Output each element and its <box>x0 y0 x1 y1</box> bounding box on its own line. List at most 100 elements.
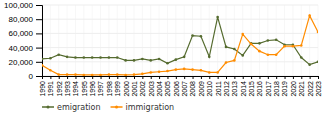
x-tick-label: 2009 <box>198 81 205 97</box>
point <box>83 74 86 76</box>
x-tick-label: 1998 <box>106 81 113 97</box>
point <box>49 69 52 72</box>
point <box>42 64 43 67</box>
x-tick-mark <box>184 76 185 79</box>
x-tick: 2001 <box>131 76 138 97</box>
legend: emigrationimmigration <box>42 103 174 112</box>
grid-line <box>117 5 118 76</box>
grid-line <box>142 5 143 76</box>
x-tick: 1991 <box>47 76 54 97</box>
grid-line <box>267 5 268 76</box>
grid-line <box>175 5 176 76</box>
point <box>74 56 77 59</box>
x-tick-mark <box>176 76 177 79</box>
point <box>267 53 270 56</box>
point <box>233 48 236 51</box>
x-tick-label: 2020 <box>290 81 297 97</box>
point <box>225 61 228 64</box>
y-tick-mark <box>36 33 42 34</box>
point <box>183 56 186 59</box>
grid-line <box>134 5 135 76</box>
point <box>183 68 186 71</box>
point <box>99 74 102 76</box>
x-tick: 2014 <box>240 76 247 97</box>
x-tick-label: 1994 <box>72 81 79 97</box>
grid-line <box>318 5 319 76</box>
point <box>99 56 102 59</box>
legend-swatch <box>42 106 54 108</box>
point <box>191 34 194 37</box>
point <box>308 14 311 17</box>
x-tick-mark <box>92 76 93 79</box>
y-tick-mark <box>36 48 42 49</box>
x-tick-mark <box>67 76 68 79</box>
x-tick-mark <box>59 76 60 79</box>
x-tick: 2011 <box>215 76 222 96</box>
point <box>258 42 261 45</box>
x-tick-label: 2004 <box>156 81 163 97</box>
x-tick-label: 2007 <box>181 81 188 97</box>
x-tick-label: 2012 <box>223 81 230 97</box>
point <box>66 73 69 76</box>
x-tick-mark <box>109 76 110 79</box>
x-tick-mark <box>226 76 227 79</box>
x-tick-mark <box>42 76 43 79</box>
grid-line <box>301 5 302 76</box>
point <box>216 16 219 19</box>
x-tick-label: 1997 <box>97 81 104 97</box>
x-tick-label: 2016 <box>256 81 263 97</box>
grid-line <box>92 5 93 76</box>
grid-line <box>217 5 218 76</box>
x-tick-label: 2006 <box>173 81 180 97</box>
plot: 020,00040,00060,00080,000100,00019901991… <box>4 1 322 97</box>
line <box>42 16 318 75</box>
y-tick-label: 60,000 <box>9 29 34 38</box>
x-tick-mark <box>209 76 210 79</box>
x-tick: 1997 <box>97 76 104 97</box>
x-tick: 2017 <box>265 76 272 97</box>
x-tick-mark <box>276 76 277 79</box>
marks <box>42 14 318 76</box>
x-tick-label: 1996 <box>89 81 96 97</box>
x-tick-mark <box>167 76 168 79</box>
grid-line <box>42 61 318 62</box>
x-tick-mark <box>142 76 143 79</box>
grid-line <box>108 5 109 76</box>
point <box>175 68 178 71</box>
x-tick-mark <box>193 76 194 79</box>
legend-marker <box>47 106 50 109</box>
x-tick: 1998 <box>106 76 113 97</box>
grid-line <box>42 33 318 34</box>
x-tick-label: 2013 <box>231 81 238 97</box>
x-tick-mark <box>318 76 319 79</box>
point <box>241 33 244 36</box>
x-tick-label: 1991 <box>47 81 54 97</box>
x-tick: 1993 <box>64 76 71 97</box>
point <box>124 74 127 76</box>
y-tick: 60,000 <box>9 29 42 38</box>
y-axis: 020,00040,00060,00080,000100,000 <box>4 1 42 81</box>
point <box>250 43 253 46</box>
x-tick: 2007 <box>181 76 188 97</box>
grid-line <box>309 5 310 76</box>
x-tick: 1990 <box>39 76 46 97</box>
y-tick-label: 0 <box>29 72 34 81</box>
grid-line <box>192 5 193 76</box>
line <box>42 17 318 65</box>
x-tick-label: 2005 <box>164 81 171 97</box>
grid-line <box>276 5 277 76</box>
x-tick-mark <box>75 76 76 79</box>
point <box>200 35 203 38</box>
x-tick: 2016 <box>256 76 263 97</box>
x-tick: 1996 <box>89 76 96 97</box>
x-tick-mark <box>310 76 311 79</box>
x-tick-mark <box>151 76 152 79</box>
legend-label: immigration <box>126 103 175 112</box>
point <box>42 58 43 61</box>
x-tick: 2022 <box>307 76 314 97</box>
grid-line <box>42 47 318 48</box>
y-tick-mark <box>36 62 42 63</box>
x-tick-mark <box>268 76 269 79</box>
point <box>267 39 270 42</box>
x-tick: 2018 <box>273 76 280 97</box>
